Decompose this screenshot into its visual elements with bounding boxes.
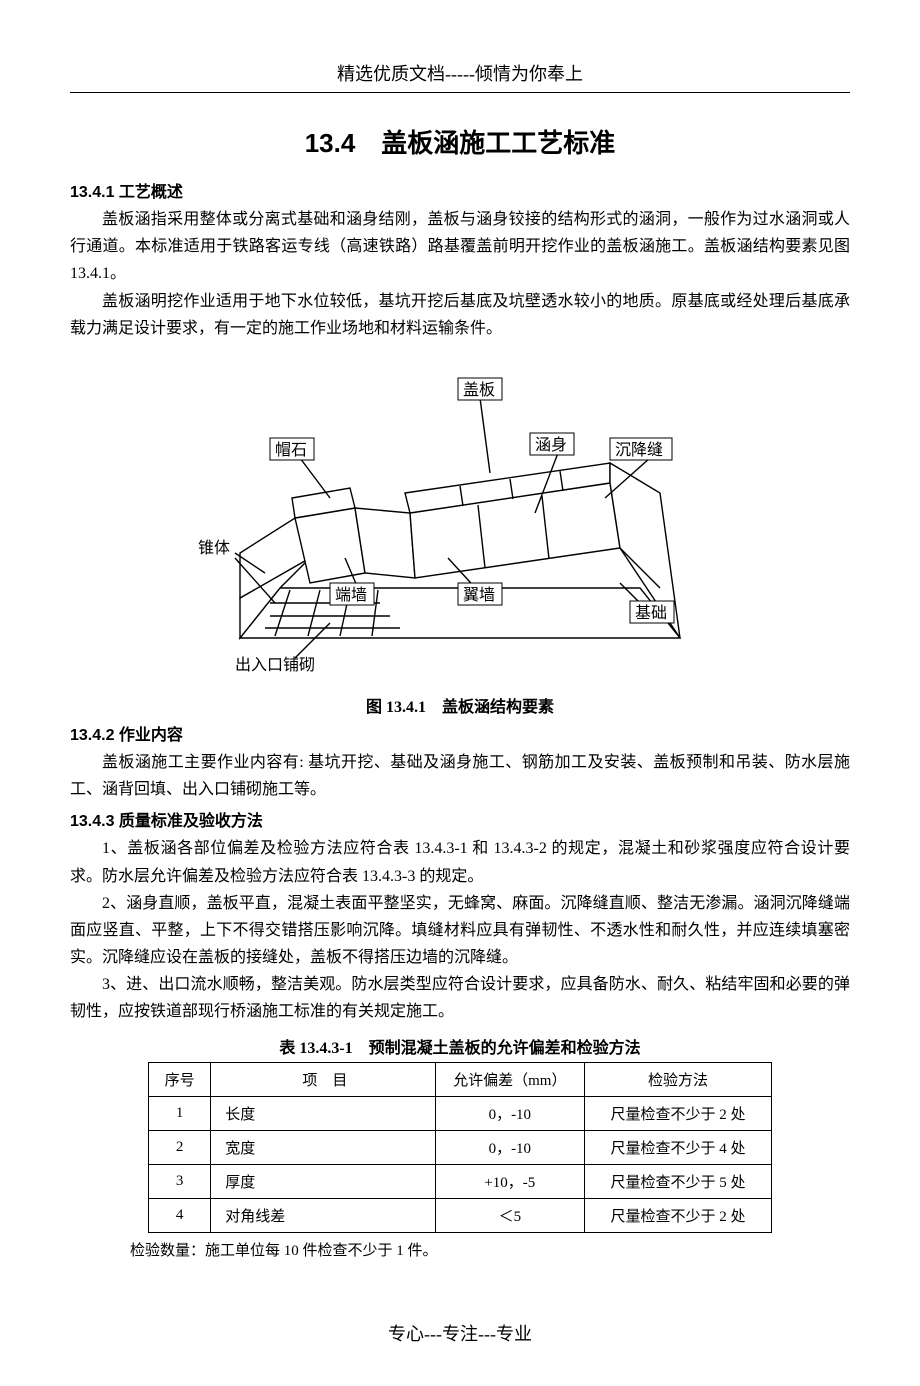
section-head-1: 13.4.1 工艺概述 [70, 178, 850, 202]
table-note: 检验数量：施工单位每 10 件检查不少于 1 件。 [70, 1239, 850, 1260]
cell: 尺量检查不少于 5 处 [585, 1164, 772, 1198]
paragraph: 盖板涵明挖作业适用于地下水位较低，基坑开挖后基底及坑壁透水较小的地质。原基底或经… [70, 288, 850, 342]
page-footer: 专心---专注---专业 [70, 1320, 850, 1346]
label-churukou: 出入口铺砌 [235, 656, 315, 674]
section-head-3: 13.4.3 质量标准及验收方法 [70, 807, 850, 831]
table-header-row: 序号 项 目 允许偏差（mm） 检验方法 [149, 1062, 772, 1096]
th-tol: 允许偏差（mm） [435, 1062, 585, 1096]
label-maoshi: 帽石 [275, 441, 307, 459]
table-row: 2 宽度 0，-10 尺量检查不少于 4 处 [149, 1130, 772, 1164]
paragraph: 3、进、出口流水顺畅，整洁美观。防水层类型应符合设计要求，应具备防水、耐久、粘结… [70, 971, 850, 1025]
main-title: 13.4 盖板涵施工工艺标准 [70, 123, 850, 160]
cell: 1 [149, 1096, 211, 1130]
paragraph: 盖板涵指采用整体或分离式基础和涵身结刚，盖板与涵身铰接的结构形式的涵洞，一般作为… [70, 206, 850, 288]
label-yiqiang: 翼墙 [463, 586, 495, 604]
figure-diagram: 盖板 帽石 涵身 沉降缝 锥体 端墙 翼墙 基础 出入口铺砌 [70, 358, 850, 683]
cell: ＜5 [435, 1198, 585, 1232]
label-gaiban: 盖板 [463, 381, 495, 399]
label-jichu: 基础 [635, 604, 667, 622]
cell: 3 [149, 1164, 211, 1198]
cell: 对角线差 [211, 1198, 435, 1232]
table-row: 4 对角线差 ＜5 尺量检查不少于 2 处 [149, 1198, 772, 1232]
label-duanqiang: 端墙 [335, 586, 367, 604]
cell: 长度 [211, 1096, 435, 1130]
cell: 0，-10 [435, 1130, 585, 1164]
paragraph: 1、盖板涵各部位偏差及检验方法应符合表 13.4.3-1 和 13.4.3-2 … [70, 835, 850, 889]
th-method: 检验方法 [585, 1062, 772, 1096]
th-num: 序号 [149, 1062, 211, 1096]
culvert-diagram-icon: 盖板 帽石 涵身 沉降缝 锥体 端墙 翼墙 基础 出入口铺砌 [180, 358, 740, 678]
label-zhuiti: 锥体 [198, 539, 230, 557]
cell: 4 [149, 1198, 211, 1232]
th-item: 项 目 [211, 1062, 435, 1096]
table-row: 1 长度 0，-10 尺量检查不少于 2 处 [149, 1096, 772, 1130]
label-chenjiangfeng: 沉降缝 [615, 441, 663, 459]
cell: 尺量检查不少于 4 处 [585, 1130, 772, 1164]
cell: 厚度 [211, 1164, 435, 1198]
cell: 宽度 [211, 1130, 435, 1164]
cell: 0，-10 [435, 1096, 585, 1130]
tolerance-table: 序号 项 目 允许偏差（mm） 检验方法 1 长度 0，-10 尺量检查不少于 … [148, 1062, 772, 1233]
page-header: 精选优质文档-----倾情为你奉上 [70, 60, 850, 93]
figure-caption: 图 13.4.1 盖板涵结构要素 [70, 693, 850, 717]
cell: 2 [149, 1130, 211, 1164]
section-head-2: 13.4.2 作业内容 [70, 721, 850, 745]
page: 精选优质文档-----倾情为你奉上 13.4 盖板涵施工工艺标准 13.4.1 … [0, 0, 920, 1386]
label-hanshen: 涵身 [535, 436, 567, 454]
table-row: 3 厚度 +10，-5 尺量检查不少于 5 处 [149, 1164, 772, 1198]
paragraph: 盖板涵施工主要作业内容有: 基坑开挖、基础及涵身施工、钢筋加工及安装、盖板预制和… [70, 749, 850, 803]
cell: 尺量检查不少于 2 处 [585, 1096, 772, 1130]
table-caption: 表 13.4.3-1 预制混凝土盖板的允许偏差和检验方法 [70, 1034, 850, 1058]
paragraph: 2、涵身直顺，盖板平直，混凝土表面平整坚实，无蜂窝、麻面。沉降缝直顺、整洁无渗漏… [70, 890, 850, 972]
cell: +10，-5 [435, 1164, 585, 1198]
cell: 尺量检查不少于 2 处 [585, 1198, 772, 1232]
